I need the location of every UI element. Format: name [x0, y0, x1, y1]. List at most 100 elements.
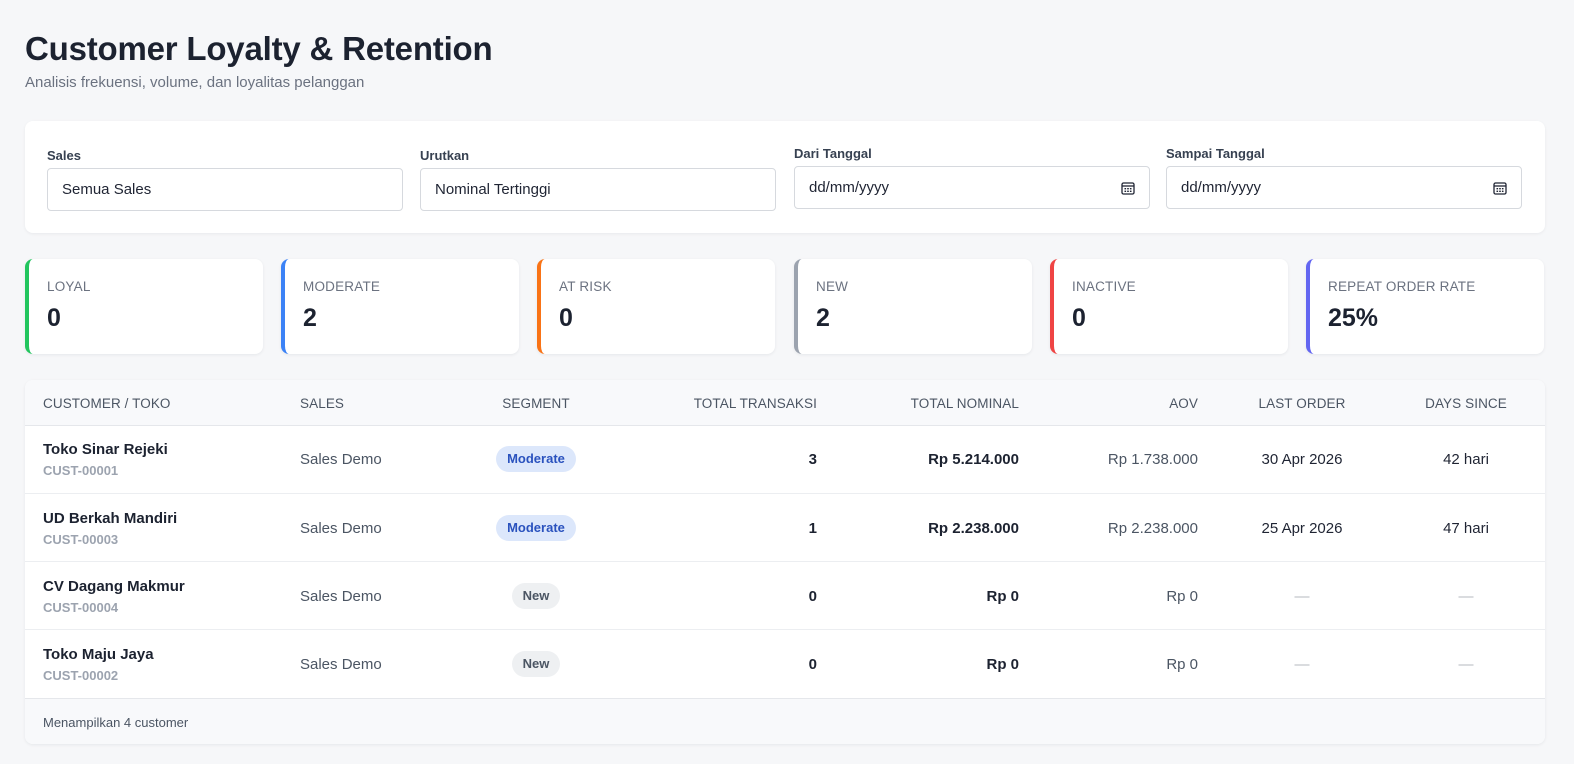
sort-select[interactable]: Nominal Tertinggi: [420, 168, 776, 211]
total-nominal-cell: Rp 0: [986, 588, 1019, 605]
segment-badge: Moderate: [496, 446, 576, 472]
stat-card-at-risk: AT RISK 0: [537, 259, 775, 354]
customer-id: CUST-00003: [43, 532, 119, 547]
stat-card-loyal: LOYAL 0: [25, 259, 263, 354]
sales-cell: Sales Demo: [300, 451, 382, 468]
column-header-days-since[interactable]: DAYS SINCE: [1425, 396, 1507, 411]
page-title: Customer Loyalty & Retention: [25, 30, 493, 67]
customer-cell: Toko Maju Jaya CUST-00002: [43, 646, 154, 685]
total-nominal-cell: Rp 2.238.000: [928, 520, 1019, 537]
from-date-input[interactable]: dd/mm/yyyy: [794, 166, 1150, 209]
days-since-cell: —: [1458, 656, 1474, 673]
segment-badge: Moderate: [496, 515, 576, 541]
last-order-cell: —: [1294, 656, 1310, 673]
stat-card-repeat-order-rate: REPEAT ORDER RATE 25%: [1306, 259, 1544, 354]
sales-select[interactable]: Semua Sales: [47, 168, 403, 211]
calendar-icon[interactable]: [1121, 181, 1135, 195]
column-header-last-order[interactable]: LAST ORDER: [1258, 396, 1346, 411]
customer-id: CUST-00001: [43, 463, 119, 478]
to-date-placeholder: dd/mm/yyyy: [1181, 179, 1262, 196]
customer-cell: UD Berkah Mandiri CUST-00003: [43, 510, 177, 549]
stat-card-moderate: MODERATE 2: [281, 259, 519, 354]
column-header-customer[interactable]: CUSTOMER / TOKO: [43, 396, 171, 411]
row-count-text: Menampilkan 4 customer: [43, 715, 189, 730]
sales-filter: Sales Semua Sales: [47, 148, 403, 211]
table-row[interactable]: CV Dagang Makmur CUST-00004 Sales Demo N…: [25, 562, 1545, 630]
customer-table: CUSTOMER / TOKO SALES SEGMENT TOTAL TRAN…: [25, 380, 1545, 744]
stat-value: 2: [303, 304, 317, 332]
total-transaksi-cell: 1: [808, 520, 817, 537]
table-row[interactable]: UD Berkah Mandiri CUST-00003 Sales Demo …: [25, 494, 1545, 562]
aov-cell: Rp 1.738.000: [1107, 451, 1198, 468]
customer-cell: CV Dagang Makmur CUST-00004: [43, 578, 185, 617]
stat-label: LOYAL: [47, 279, 91, 294]
customer-name: Toko Maju Jaya: [43, 646, 154, 663]
segment-cell: New: [486, 651, 586, 677]
stat-label: INACTIVE: [1072, 279, 1136, 294]
table-row[interactable]: Toko Maju Jaya CUST-00002 Sales Demo New…: [25, 630, 1545, 698]
from-date-placeholder: dd/mm/yyyy: [809, 179, 890, 196]
to-date-label: Sampai Tanggal: [1166, 146, 1265, 161]
column-header-aov[interactable]: AOV: [1169, 396, 1198, 411]
customer-cell: Toko Sinar Rejeki CUST-00001: [43, 441, 168, 480]
customer-name: UD Berkah Mandiri: [43, 510, 178, 527]
sales-cell: Sales Demo: [300, 520, 382, 537]
column-header-total-nominal[interactable]: TOTAL NOMINAL: [910, 396, 1019, 411]
total-transaksi-cell: 0: [808, 588, 817, 605]
page-subtitle: Analisis frekuensi, volume, dan loyalita…: [25, 74, 365, 91]
from-date-filter: Dari Tanggal dd/mm/yyyy: [794, 146, 1150, 209]
total-transaksi-cell: 0: [808, 656, 817, 673]
stat-value: 25%: [1328, 304, 1379, 332]
sort-filter: Urutkan Nominal Tertinggi: [420, 148, 776, 211]
sort-filter-label: Urutkan: [420, 148, 470, 163]
segment-cell: Moderate: [486, 446, 586, 472]
column-header-segment[interactable]: SEGMENT: [502, 396, 570, 411]
customer-id: CUST-00002: [43, 668, 119, 683]
page: Customer Loyalty & Retention Analisis fr…: [25, 30, 1545, 744]
to-date-filter: Sampai Tanggal dd/mm/yyyy: [1166, 146, 1522, 209]
customer-name: Toko Sinar Rejeki: [43, 441, 168, 458]
sales-cell: Sales Demo: [300, 588, 382, 605]
from-date-label: Dari Tanggal: [794, 146, 872, 161]
table-row[interactable]: Toko Sinar Rejeki CUST-00001 Sales Demo …: [25, 426, 1545, 494]
sales-cell: Sales Demo: [300, 656, 382, 673]
total-nominal-cell: Rp 0: [986, 656, 1019, 673]
customer-id: CUST-00004: [43, 600, 119, 615]
column-header-sales[interactable]: SALES: [300, 396, 345, 411]
last-order-cell: 25 Apr 2026: [1261, 520, 1343, 537]
total-transaksi-cell: 3: [808, 451, 817, 468]
segment-badge: New: [511, 651, 561, 677]
table-header: CUSTOMER / TOKO SALES SEGMENT TOTAL TRAN…: [25, 380, 1545, 426]
stat-value: 2: [816, 304, 830, 332]
calendar-icon[interactable]: [1493, 181, 1507, 195]
sort-select-value: Nominal Tertinggi: [435, 181, 551, 198]
aov-cell: Rp 0: [1166, 656, 1198, 673]
to-date-input[interactable]: dd/mm/yyyy: [1166, 166, 1522, 209]
segment-badge: New: [511, 583, 561, 609]
stat-value: 0: [47, 304, 61, 332]
filter-panel: Sales Semua Sales Urutkan Nominal Tertin…: [25, 121, 1545, 233]
aov-cell: Rp 0: [1166, 588, 1198, 605]
days-since-cell: 47 hari: [1443, 520, 1489, 537]
stat-value: 0: [1072, 304, 1086, 332]
customer-name: CV Dagang Makmur: [43, 578, 185, 595]
stat-card-new: NEW 2: [794, 259, 1032, 354]
stat-label: NEW: [816, 279, 849, 294]
total-nominal-cell: Rp 5.214.000: [928, 451, 1019, 468]
days-since-cell: 42 hari: [1443, 451, 1489, 468]
column-header-total-transaksi[interactable]: TOTAL TRANSAKSI: [693, 396, 817, 411]
stat-value: 0: [559, 304, 573, 332]
last-order-cell: —: [1294, 588, 1310, 605]
segment-cell: New: [486, 583, 586, 609]
stat-label: MODERATE: [303, 279, 381, 294]
stat-label: AT RISK: [559, 279, 612, 294]
aov-cell: Rp 2.238.000: [1107, 520, 1198, 537]
days-since-cell: —: [1458, 588, 1474, 605]
last-order-cell: 30 Apr 2026: [1261, 451, 1343, 468]
stat-card-inactive: INACTIVE 0: [1050, 259, 1288, 354]
segment-stats: LOYAL 0 MODERATE 2 AT RISK 0 NEW 2 INACT…: [25, 259, 1545, 354]
segment-cell: Moderate: [486, 515, 586, 541]
stat-label: REPEAT ORDER RATE: [1328, 279, 1476, 294]
sales-filter-label: Sales: [47, 148, 81, 163]
table-footer: Menampilkan 4 customer: [25, 698, 1545, 744]
